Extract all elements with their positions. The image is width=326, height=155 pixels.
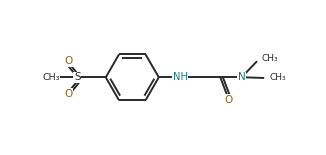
Text: NH: NH [172, 72, 187, 82]
Text: N: N [238, 72, 245, 82]
Text: CH₃: CH₃ [269, 73, 286, 82]
Text: O: O [64, 89, 72, 99]
Text: CH₃: CH₃ [42, 73, 60, 82]
Text: S: S [74, 72, 81, 82]
Text: O: O [64, 56, 72, 66]
Text: O: O [225, 95, 233, 105]
Text: CH₃: CH₃ [262, 54, 278, 63]
